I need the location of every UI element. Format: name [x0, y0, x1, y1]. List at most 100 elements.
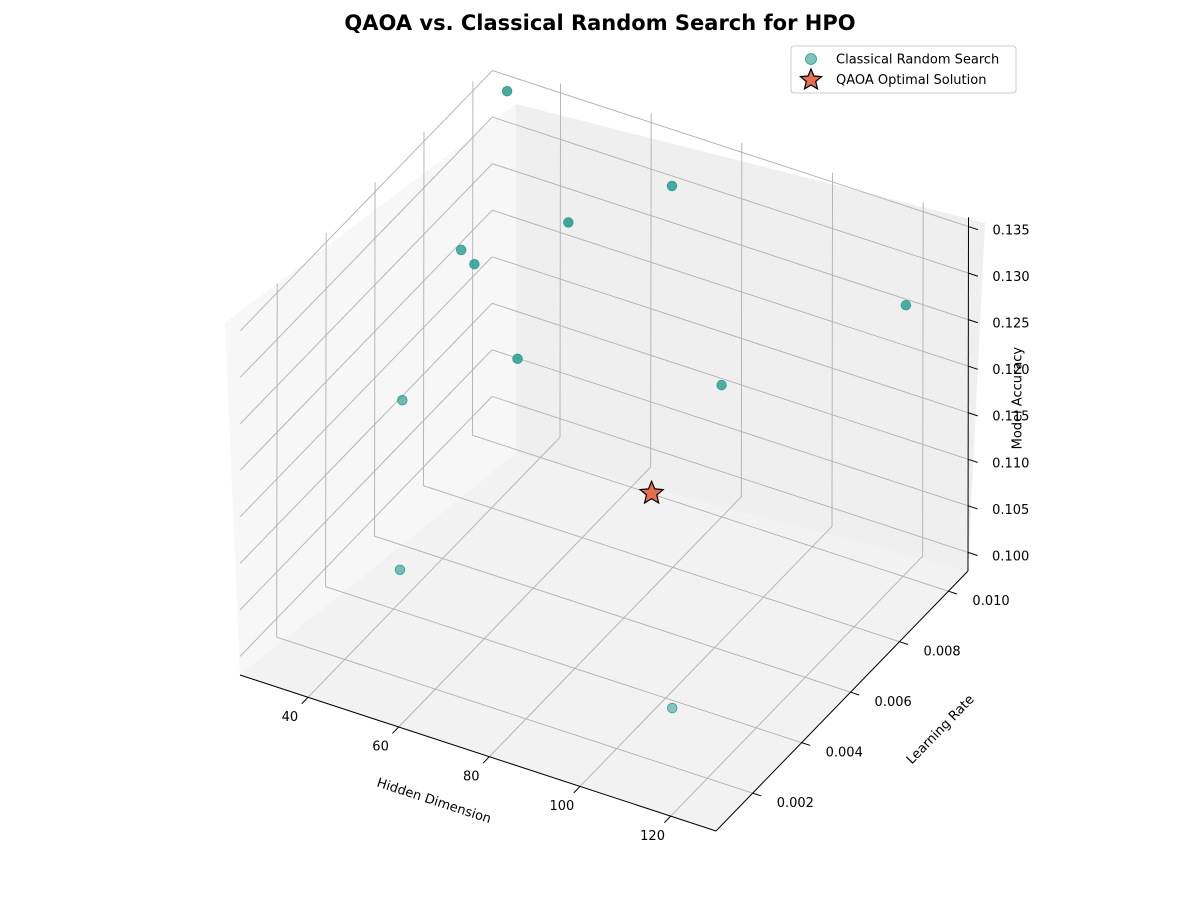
grid-line-z	[240, 116, 493, 378]
z-tick-mark	[967, 551, 978, 556]
grid-line-z	[492, 70, 969, 227]
grid-line-x	[740, 142, 743, 497]
classical-search-point	[501, 85, 513, 97]
tick-labels: 40 60 80 100 120 0.002 0.004 0.006 0.008 0.010 0.1…	[282, 224, 1030, 844]
grid-line-x	[831, 172, 833, 527]
grid-line-y	[423, 131, 425, 486]
y-axis-line	[715, 570, 969, 832]
grid-line-x	[559, 83, 561, 438]
grid-line-x	[922, 202, 924, 557]
z-tick-label: 0.105	[992, 503, 1029, 518]
y-axis-label: Learning Rate	[904, 692, 978, 767]
grid-line-x	[489, 496, 742, 758]
legend-label-qaoa: QAOA Optimal Solution	[836, 73, 986, 88]
z-tick-mark	[967, 505, 978, 510]
y-tick-mark	[899, 641, 909, 645]
classical-search-point	[667, 702, 678, 714]
z-tick-mark	[968, 458, 978, 463]
classical-search-point	[563, 217, 574, 228]
y-tick-label: 0.006	[875, 695, 912, 710]
data-points	[394, 85, 912, 714]
y-tick-label: 0.010	[972, 594, 1009, 609]
z-axis-label: Model Accuracy	[1010, 347, 1025, 450]
grid-line-x	[650, 113, 652, 468]
legend-box	[790, 45, 1017, 94]
grid-line-z	[492, 116, 969, 274]
axis-panes	[225, 104, 985, 831]
grid-line-z	[240, 163, 493, 424]
x-tick-mark	[301, 696, 309, 705]
left-pane	[225, 104, 516, 675]
z-tick-label: 0.120	[992, 363, 1029, 378]
z-axis-line	[967, 217, 969, 572]
grid-line-z	[239, 396, 493, 657]
x-tick-label: 40	[282, 710, 299, 725]
grid-line-z	[240, 70, 493, 331]
x-tick-label: 60	[372, 740, 389, 755]
z-tick-label: 0.110	[992, 456, 1029, 471]
y-tick-mark	[948, 590, 958, 595]
classical-search-point	[394, 564, 406, 575]
x-tick-mark	[482, 756, 490, 764]
qaoa-optimal-point	[638, 479, 665, 505]
chart-title: QAOA vs. Classical Random Search for HPO	[344, 11, 855, 35]
z-tick-label: 0.115	[992, 410, 1029, 425]
y-tick-mark	[801, 742, 811, 746]
legend: Classical Random Search QAOA Optimal Sol…	[790, 45, 1017, 94]
classical-search-point	[512, 353, 523, 365]
grid-line-z	[492, 163, 969, 321]
grid-line-z	[492, 256, 969, 414]
grid-line-z	[239, 256, 493, 518]
grid-line-y	[472, 434, 949, 592]
y-tick-mark	[850, 691, 860, 696]
grid-line-z	[239, 349, 493, 611]
grid-line-z	[492, 209, 969, 367]
x-axis-line	[239, 674, 717, 832]
z-tick-mark	[968, 365, 978, 370]
y-tick-mark	[752, 792, 762, 797]
grid-line-y	[276, 636, 753, 794]
grid-line-z	[492, 302, 969, 460]
x-tick-mark	[392, 726, 400, 734]
y-tick-label: 0.002	[777, 796, 814, 811]
x-tick-mark	[664, 815, 672, 823]
grid-line-x	[670, 555, 923, 817]
x-tick-mark	[573, 786, 581, 794]
grid-line-y	[374, 535, 851, 693]
z-tick-label: 0.135	[992, 224, 1029, 239]
y-tick-label: 0.004	[826, 745, 863, 760]
back-pane	[516, 104, 985, 571]
grid-line-x	[307, 436, 561, 698]
grid-line-y	[325, 586, 802, 744]
grid-line-y	[423, 485, 900, 643]
grid-line-z	[239, 209, 493, 471]
grid-line-z	[239, 302, 493, 564]
classical-search-point	[900, 299, 912, 311]
grid-line-z	[491, 395, 969, 553]
z-tick-label: 0.130	[992, 270, 1029, 285]
classical-search-point	[666, 180, 678, 192]
z-tick-mark	[968, 272, 979, 277]
legend-label-classical: Classical Random Search	[836, 53, 999, 68]
legend-marker-classical	[805, 53, 817, 65]
x-tick-label: 100	[549, 799, 574, 814]
y-tick-label: 0.008	[923, 644, 960, 659]
z-tick-label: 0.100	[992, 549, 1029, 564]
x-tick-label: 120	[640, 829, 665, 844]
grid-line-y	[374, 182, 376, 537]
grid-line-x	[398, 466, 651, 728]
axis-lines	[239, 217, 969, 832]
grid-lines	[239, 70, 969, 817]
z-tick-mark	[968, 412, 978, 417]
classical-search-point	[397, 395, 408, 406]
classical-search-point	[716, 379, 727, 391]
z-tick-mark	[968, 319, 979, 324]
grid-line-z	[491, 349, 969, 507]
legend-marker-qaoa	[798, 67, 824, 91]
z-tick-label: 0.125	[992, 317, 1029, 332]
classical-search-point	[469, 259, 480, 270]
x-tick-label: 80	[463, 769, 480, 784]
grid-line-y	[276, 283, 278, 638]
floor-pane	[240, 453, 968, 831]
